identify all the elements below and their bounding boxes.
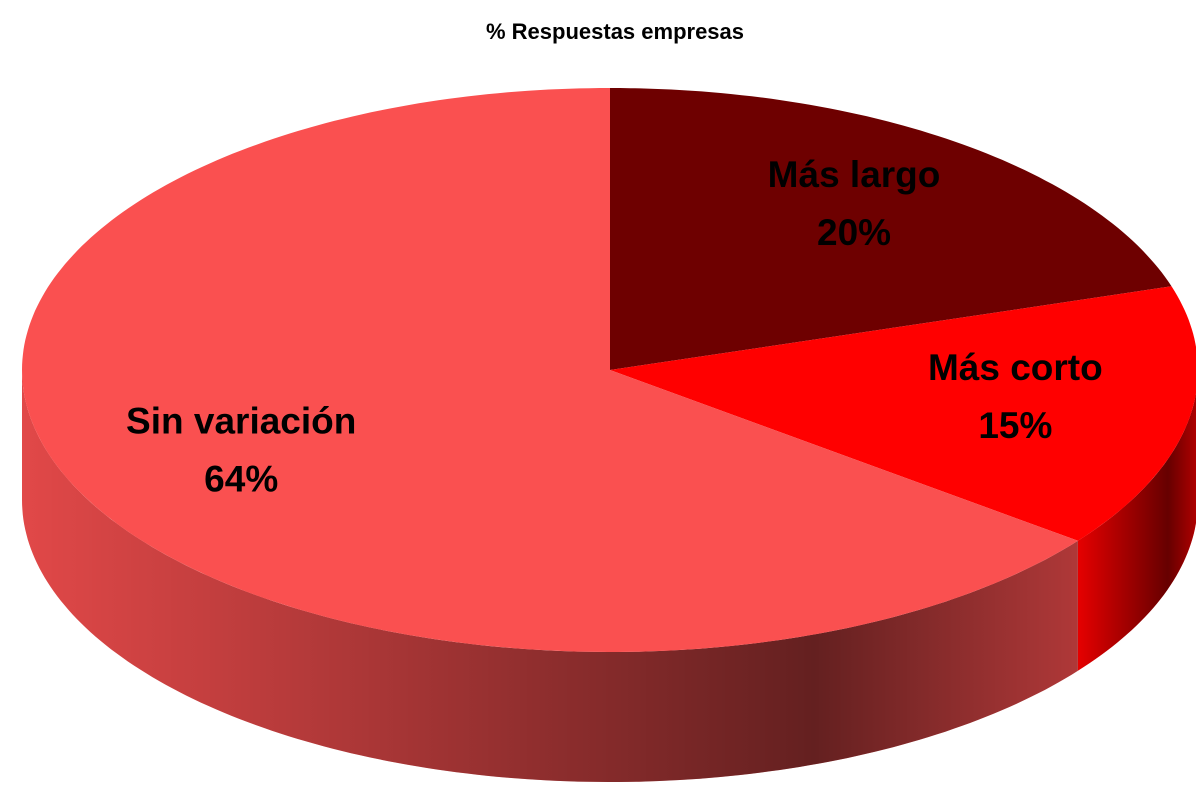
pie-slice: [22, 88, 1078, 652]
pie-slice: [610, 88, 1172, 370]
chart-title: % Respuestas empresas: [486, 19, 744, 44]
pie-side-shade: [1077, 392, 1196, 671]
slice-value-label: 15%: [978, 405, 1052, 446]
pie-side-shade: [22, 370, 1078, 782]
slice-value-label: 64%: [204, 458, 278, 499]
slice-label: Más corto: [928, 347, 1103, 388]
slice-label: Sin variación: [126, 400, 356, 441]
slice-value-label: 20%: [817, 212, 891, 253]
pie-slice: [610, 286, 1196, 541]
slice-label: Más largo: [768, 154, 941, 195]
